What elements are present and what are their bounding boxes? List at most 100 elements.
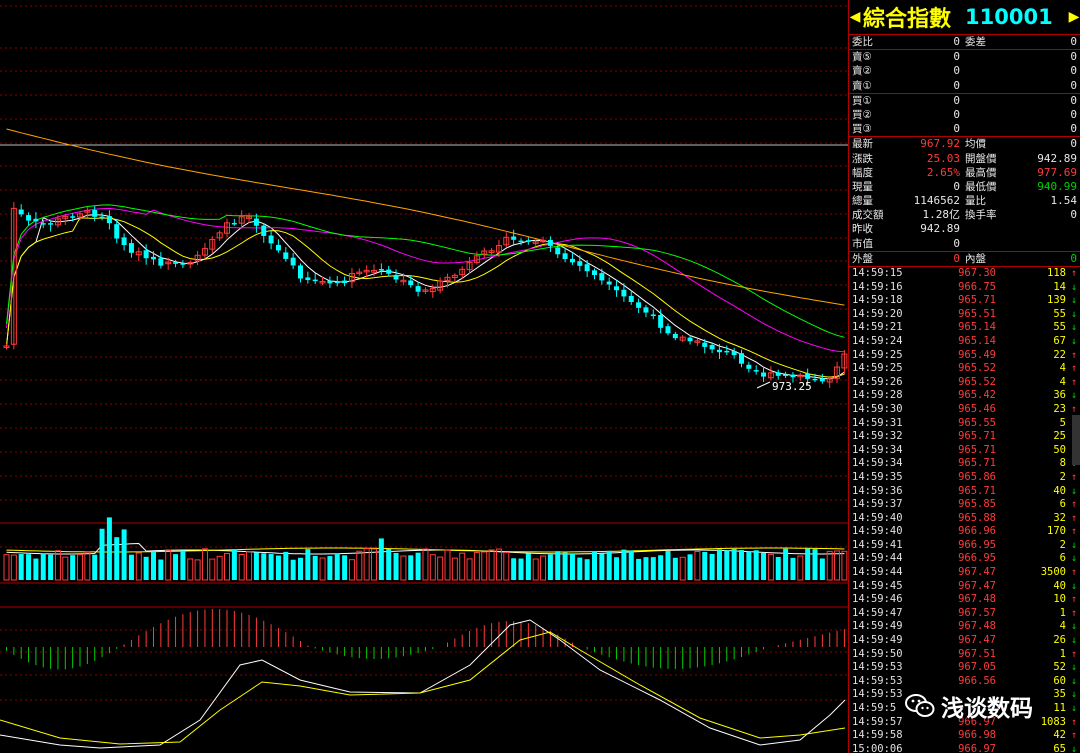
tick-row[interactable]: 15:00:06 966.97 65 ↓ <box>849 743 1080 753</box>
tick-row[interactable]: 14:59:16 966.75 14 ↓ <box>849 281 1080 295</box>
candle-body-down <box>753 370 759 372</box>
bid-row[interactable]: 買② 0 0 <box>849 108 1080 122</box>
tick-row[interactable]: 14:59:46 967.48 10 ↑ <box>849 593 1080 607</box>
bid-label: 買② <box>852 108 872 121</box>
tick-row[interactable]: 14:59:49 967.47 26 ↓ <box>849 634 1080 648</box>
index-title-bar: ◀ 綜合指數 110001 ▶ <box>849 0 1080 35</box>
tick-row[interactable]: 14:59:50 967.51 1 ↑ <box>849 648 1080 662</box>
tick-volume: 4 <box>1059 362 1066 375</box>
quote-row: 成交額 1.28亿 換手率 0 <box>849 208 1080 222</box>
tick-row[interactable]: 14:59:53 966.56 60 ↓ <box>849 675 1080 689</box>
tick-time: 14:59:24 <box>852 334 903 347</box>
tick-volume: 25 <box>1053 430 1066 443</box>
tick-time: 14:59:25 <box>852 362 903 375</box>
volume-bar-up <box>540 555 547 581</box>
down-arrow-icon: ↓ <box>1070 662 1077 674</box>
volume-bar-down <box>621 549 627 580</box>
bid-row[interactable]: 買① 0 0 <box>849 94 1080 108</box>
volume-bar-up <box>503 551 510 581</box>
quote-label: 昨收 <box>852 223 873 236</box>
tick-row[interactable]: 14:59:37 965.85 6 ↑ <box>849 498 1080 512</box>
candle-body-up <box>209 239 216 250</box>
tick-volume: 139 <box>1047 294 1066 307</box>
candle-body-up <box>429 288 436 293</box>
candle-body-down <box>569 258 575 263</box>
tick-row[interactable]: 14:59:5 11 ↓ <box>849 702 1080 716</box>
tick-row[interactable]: 14:59:45 967.47 40 ↓ <box>849 580 1080 594</box>
up-arrow-icon: ↑ <box>1070 730 1077 742</box>
volume-bar-up <box>54 550 61 581</box>
tick-price: 966.98 <box>958 729 996 742</box>
tick-row[interactable]: 14:59:36 965.71 40 ↓ <box>849 485 1080 499</box>
tick-row[interactable]: 14:59:53 35 ↓ <box>849 688 1080 702</box>
volume-bar-down <box>327 556 333 580</box>
candle-body-down <box>415 286 421 292</box>
tick-row[interactable]: 14:59:58 966.98 42 ↑ <box>849 729 1080 743</box>
up-arrow-icon: ↑ <box>1070 716 1077 728</box>
tick-time: 14:59:16 <box>852 280 903 293</box>
tick-row[interactable]: 14:59:57 966.97 1083 ↑ <box>849 716 1080 730</box>
quote-row: 現量 0 最低價 940.99 <box>849 180 1080 194</box>
volume-bar-down <box>180 550 186 580</box>
volume-bar-down <box>312 555 318 580</box>
tick-row[interactable]: 14:59:15 967.30 118 ↑ <box>849 267 1080 281</box>
tick-row[interactable]: 14:59:44 967.47 3500 ↑ <box>849 566 1080 580</box>
candle-body-down <box>253 218 259 226</box>
tick-row[interactable]: 14:59:47 967.57 1 ↑ <box>849 607 1080 621</box>
tick-row[interactable]: 14:59:20 965.51 55 ↓ <box>849 308 1080 322</box>
quote-value-2: 0 <box>1070 137 1077 151</box>
tick-row[interactable]: 14:59:49 967.48 4 ↓ <box>849 620 1080 634</box>
candle-body-up <box>797 374 804 378</box>
volume-bar-down <box>753 550 759 580</box>
next-arrow-icon[interactable]: ▶ <box>1068 9 1080 25</box>
tick-row[interactable]: 14:59:26 965.52 4 ↑ <box>849 376 1080 390</box>
ratio-label: 委比 <box>852 36 873 48</box>
tick-row[interactable]: 14:59:40 965.88 32 ↑ <box>849 512 1080 526</box>
kline-chart[interactable]: 973.25 <box>0 0 848 753</box>
volume-bar-down <box>724 550 730 580</box>
tick-price: 966.95 <box>958 552 996 565</box>
volume-bar-down <box>408 555 414 580</box>
tick-scrollbar[interactable] <box>1072 415 1080 465</box>
tick-row[interactable]: 14:59:18 965.71 139 ↓ <box>849 294 1080 308</box>
tick-row[interactable]: 14:59:41 966.95 2 ↓ <box>849 539 1080 553</box>
tick-row[interactable]: 14:59:21 965.14 55 ↓ <box>849 321 1080 335</box>
quote-row: 市值 0 <box>849 237 1080 251</box>
tick-row[interactable]: 14:59:44 966.95 6 ↓ <box>849 552 1080 566</box>
candle-body-down <box>26 215 32 221</box>
tick-row[interactable]: 14:59:40 966.96 170 ↑ <box>849 525 1080 539</box>
candle-body-up <box>319 281 326 284</box>
quote-label: 最新 <box>852 138 873 151</box>
candle-body-up <box>495 245 502 253</box>
tick-row[interactable]: 14:59:28 965.42 36 ↓ <box>849 389 1080 403</box>
quote-label: 漲跌 <box>852 152 873 165</box>
tick-time: 14:59:31 <box>852 416 903 429</box>
tick-row[interactable]: 14:59:30 965.46 23 ↑ <box>849 403 1080 417</box>
tick-row[interactable]: 14:59:24 965.14 67 ↓ <box>849 335 1080 349</box>
ma20-line <box>6 207 845 353</box>
bids-section: 買① 0 0 買② 0 0 買③ 0 0 <box>849 94 1080 138</box>
tick-time: 14:59:15 <box>852 267 903 279</box>
volume-bars <box>3 517 848 581</box>
volume-bar-down <box>231 549 237 580</box>
tick-row[interactable]: 14:59:25 965.52 4 ↑ <box>849 362 1080 376</box>
up-arrow-icon: ↑ <box>1070 349 1077 361</box>
tick-time: 14:59:53 <box>852 674 903 687</box>
tick-row[interactable]: 14:59:35 965.86 2 ↑ <box>849 471 1080 485</box>
ask-row[interactable]: 賣① 0 0 <box>849 79 1080 93</box>
tick-list[interactable]: 14:59:15 967.30 118 ↑ 14:59:16 966.75 14 ↓ 14:59… <box>849 267 1080 753</box>
bid-row[interactable]: 買③ 0 0 <box>849 122 1080 136</box>
tick-volume: 2 <box>1059 470 1066 483</box>
volume-bar-up <box>532 558 539 581</box>
quote-label-2: 開盤價 <box>965 152 997 165</box>
prev-arrow-icon[interactable]: ◀ <box>849 9 861 25</box>
tick-volume: 6 <box>1059 552 1066 565</box>
tick-row[interactable]: 14:59:25 965.49 22 ↑ <box>849 349 1080 363</box>
ask-row[interactable]: 賣⑤ 0 0 <box>849 50 1080 64</box>
tick-row[interactable]: 14:59:53 967.05 52 ↓ <box>849 661 1080 675</box>
ask-row[interactable]: 賣② 0 0 <box>849 64 1080 78</box>
